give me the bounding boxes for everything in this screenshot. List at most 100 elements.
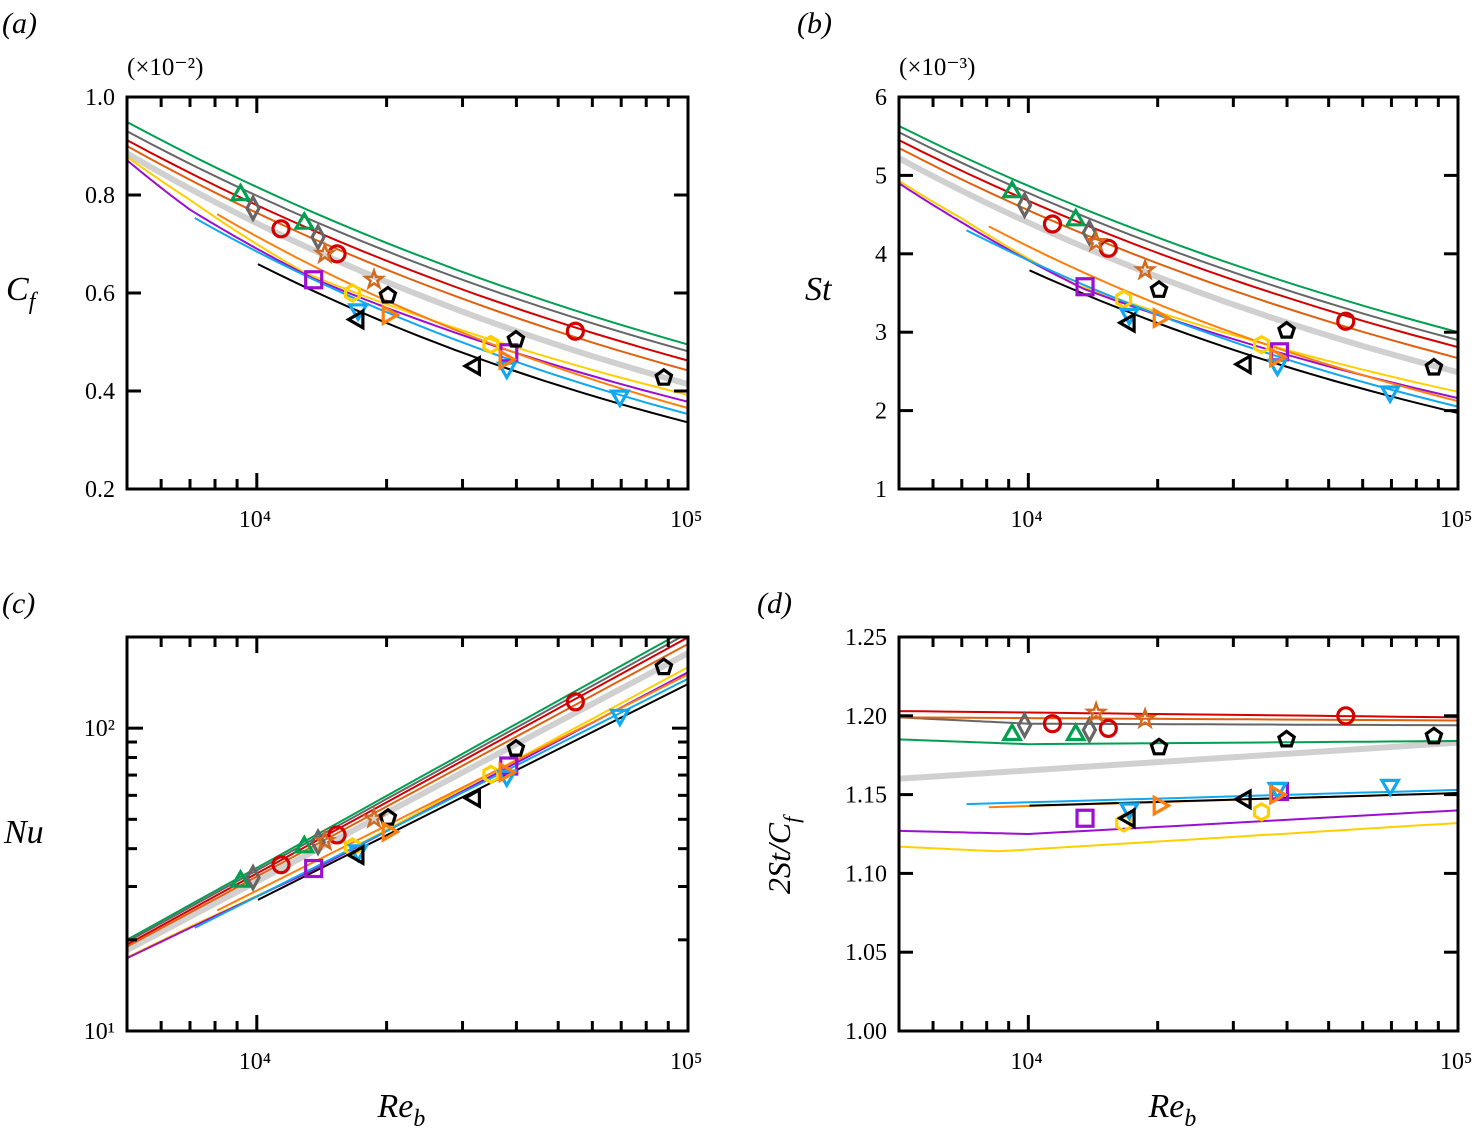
triangle-right-marker bbox=[1152, 307, 1172, 330]
circle-marker bbox=[565, 692, 585, 712]
pentagon-marker bbox=[1424, 357, 1444, 376]
pentagon-marker bbox=[1149, 737, 1169, 756]
axis-multiplier: (×10⁻³) bbox=[899, 54, 975, 81]
hexagon-marker bbox=[1115, 289, 1133, 310]
line-purple bbox=[899, 809, 1458, 836]
y-tick-label: 0.2 bbox=[85, 477, 115, 503]
triangle-up-marker bbox=[1001, 179, 1024, 199]
triangle-up-marker bbox=[293, 834, 316, 854]
y-tick-label: 0.4 bbox=[85, 379, 115, 405]
x-axis-label-sub: b bbox=[1184, 1106, 1196, 1132]
panel-b: (b) (×10⁻³) St 10⁴ 10⁵ 6 5 4 3 2 1 bbox=[797, 7, 1472, 533]
square-marker bbox=[304, 270, 324, 290]
pentagon-marker bbox=[654, 657, 674, 676]
series-lines bbox=[899, 710, 1458, 853]
line-cyan bbox=[966, 229, 1458, 408]
triangle-up-marker bbox=[1064, 207, 1087, 227]
x-tick-label: 10⁵ bbox=[670, 507, 702, 533]
y-axis-label: Nu bbox=[3, 814, 44, 851]
ticks bbox=[899, 97, 1458, 489]
y-tick-label: 0.8 bbox=[85, 183, 115, 209]
circle-marker bbox=[565, 321, 585, 341]
y-axis-label-main: 2St/C bbox=[761, 822, 797, 894]
y-tick-label: 1.20 bbox=[845, 704, 887, 730]
x-axis-label: Reb bbox=[1148, 1088, 1197, 1132]
line-yellow bbox=[899, 822, 1458, 853]
line-green bbox=[899, 125, 1458, 334]
triangle-left-marker bbox=[1116, 807, 1136, 830]
x-axis-label: Reb bbox=[377, 1088, 426, 1132]
circle-marker bbox=[1336, 311, 1356, 331]
x-axis-label-main: Re bbox=[377, 1088, 414, 1125]
star-marker bbox=[1084, 229, 1109, 253]
series-lines bbox=[899, 125, 1458, 414]
y-tick-label: 1.10 bbox=[845, 861, 887, 887]
y-axis-label: 2St/Cf bbox=[761, 814, 804, 894]
triangle-right-marker bbox=[1152, 794, 1172, 817]
line-correlation-thick bbox=[899, 739, 1458, 782]
line-dark-orange bbox=[899, 716, 1458, 722]
circle-marker bbox=[271, 855, 291, 875]
pentagon-marker bbox=[506, 738, 526, 757]
square-marker bbox=[304, 858, 324, 879]
line-green bbox=[899, 738, 1458, 746]
y-tick-label: 1.15 bbox=[845, 783, 887, 809]
line-correlation-thick bbox=[899, 155, 1458, 376]
y-tick-label: 1.05 bbox=[845, 940, 887, 966]
ticks bbox=[127, 97, 688, 489]
y-tick-label: 6 bbox=[875, 85, 887, 111]
triangle-left-marker bbox=[461, 787, 481, 809]
y-tick-label: 0.6 bbox=[85, 281, 115, 307]
circle-marker bbox=[271, 219, 291, 239]
diamond-marker bbox=[1081, 218, 1098, 247]
line-red bbox=[127, 139, 688, 362]
y-tick-label: 4 bbox=[875, 242, 887, 268]
square-marker bbox=[1075, 277, 1095, 297]
x-tick-label: 10⁴ bbox=[239, 507, 271, 533]
triangle-up-marker bbox=[1064, 721, 1087, 742]
line-red bbox=[899, 710, 1458, 719]
y-axis-label-main: Nu bbox=[3, 814, 44, 851]
line-gray bbox=[899, 131, 1458, 341]
line-black bbox=[1029, 792, 1458, 807]
line-purple bbox=[127, 159, 688, 403]
triangle-up-marker bbox=[229, 868, 252, 888]
pentagon-marker bbox=[1149, 279, 1169, 298]
hexagon-marker bbox=[344, 837, 361, 857]
line-cyan bbox=[966, 788, 1458, 806]
line-orange bbox=[216, 673, 688, 912]
line-dark-orange bbox=[127, 643, 688, 948]
triangle-down-marker bbox=[608, 708, 631, 728]
pentagon-marker bbox=[378, 285, 398, 304]
triangle-right-marker bbox=[498, 348, 518, 371]
x-tick-label: 10⁵ bbox=[1440, 507, 1472, 533]
y-axis-label-main: C bbox=[6, 271, 29, 308]
diamond-marker bbox=[1081, 715, 1098, 745]
x-axis-label-main: Re bbox=[1148, 1088, 1185, 1125]
triangle-down-marker bbox=[608, 389, 631, 409]
y-tick-label: 10² bbox=[84, 716, 115, 742]
y-tick-label: 1.00 bbox=[845, 1019, 887, 1045]
triangle-right-marker bbox=[381, 304, 401, 327]
line-green bbox=[127, 121, 688, 346]
diamond-marker bbox=[245, 863, 261, 892]
panel-a: (a) (×10⁻²) Cf 10⁴ 10⁵ 1.0 0.8 0.6 0.4 0.2 bbox=[2, 7, 702, 533]
y-axis-label-main: St bbox=[805, 271, 833, 308]
hexagon-marker bbox=[482, 334, 500, 355]
pentagon-marker bbox=[1277, 729, 1297, 748]
plot-frame bbox=[897, 95, 1460, 491]
triangle-right-marker bbox=[1269, 783, 1289, 806]
star-marker bbox=[312, 240, 338, 265]
line-orange bbox=[216, 213, 688, 410]
star-marker bbox=[361, 266, 387, 291]
markers bbox=[229, 657, 674, 892]
series-lines bbox=[127, 121, 688, 424]
y-tick-label: 1.0 bbox=[85, 85, 115, 111]
triangle-left-marker bbox=[461, 355, 481, 377]
triangle-left-marker bbox=[345, 308, 365, 331]
star-marker bbox=[1133, 706, 1158, 730]
axis-multiplier: (×10⁻²) bbox=[127, 54, 203, 81]
markers bbox=[1001, 179, 1444, 405]
diamond-marker bbox=[245, 193, 261, 223]
triangle-up-marker bbox=[1001, 721, 1024, 742]
